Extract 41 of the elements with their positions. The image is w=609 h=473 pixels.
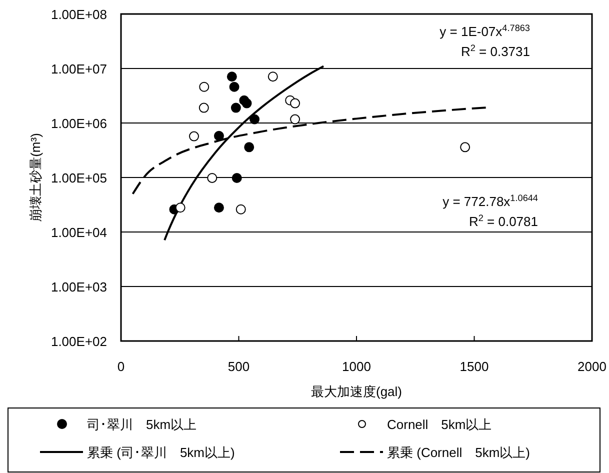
- point: [242, 98, 252, 108]
- y-tick-label: 1.00E+03: [50, 280, 107, 294]
- point: [290, 114, 300, 124]
- annotation: y = 772.78x$^{1.0644}$: [442, 193, 538, 209]
- point: [199, 82, 210, 92]
- point: [226, 72, 237, 82]
- point: [175, 202, 186, 213]
- point: [250, 114, 260, 124]
- annotation: R$^{2}$ = 0.0781: [468, 213, 538, 229]
- point: [198, 102, 209, 113]
- y-tick-label: 1.00E+06: [50, 116, 107, 131]
- y-tick-label: 1.00E+02: [50, 334, 107, 349]
- point: [268, 72, 278, 82]
- x-tick-label: 1500: [460, 359, 489, 374]
- y-tick-label: 1.00E+04: [50, 225, 107, 240]
- legend-label: Cornell 5km以上: [387, 417, 492, 432]
- point: [230, 102, 241, 113]
- x-axis-title: 最大加速度(gal): [310, 384, 402, 399]
- point: [229, 82, 240, 92]
- x-tick-label: 1000: [342, 359, 371, 374]
- y-axis-title: 崩壊土砂量(m³): [28, 133, 43, 222]
- y-tick-label: 1.00E+05: [50, 170, 107, 186]
- legend-label: 司･翠川 5km以上: [87, 417, 197, 432]
- point: [232, 172, 242, 183]
- y-tick-label: 1.00E+08: [50, 7, 107, 22]
- point: [460, 142, 470, 152]
- point: [214, 202, 224, 213]
- x-tick-label: 500: [228, 359, 250, 374]
- point: [236, 204, 246, 214]
- annotation: y = 1E-07x$^{4.7863}$: [440, 23, 530, 39]
- x-tick-label: 0: [117, 359, 125, 374]
- y-tick-label: 1.00E+07: [50, 62, 107, 76]
- point: [290, 98, 300, 108]
- annotation: R$^{2}$ = 0.3731: [460, 43, 530, 59]
- x-tick-label: 2000: [578, 359, 606, 374]
- point: [214, 130, 224, 141]
- legend-label: 累乗 (司･翠川 5km以上): [87, 445, 235, 460]
- legend-label: 累乗 (Cornell 5km以上): [387, 445, 530, 460]
- point: [207, 172, 218, 183]
- point: [189, 131, 200, 142]
- point: [244, 142, 254, 152]
